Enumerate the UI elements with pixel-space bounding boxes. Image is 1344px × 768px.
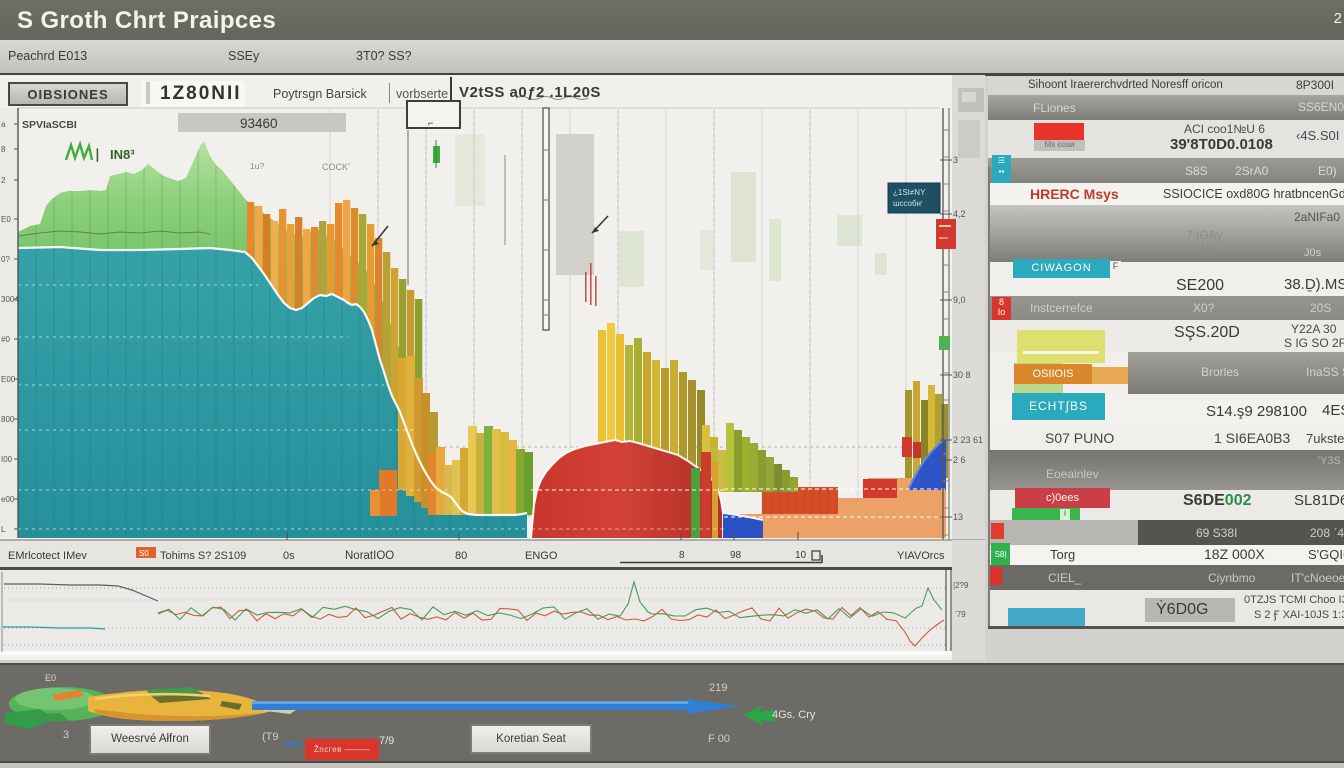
svg-text:#0: #0 (1, 335, 10, 344)
svg-text:E00: E00 (1, 375, 16, 384)
svg-text:I00: I00 (1, 455, 13, 464)
svg-text:SPVIaSCBI: SPVIaSCBI (22, 119, 77, 131)
svg-text:a: a (1, 120, 6, 129)
svg-text:S0: S0 (139, 549, 149, 558)
svg-text:9,0: 9,0 (953, 295, 966, 305)
svg-text:Tohims S? 2S109: Tohims S? 2S109 (160, 550, 246, 562)
svg-text:2 23 61: 2 23 61 (953, 435, 983, 445)
svg-text:0?: 0? (1, 255, 10, 264)
svg-text:e00: e00 (1, 495, 15, 504)
svg-text:13: 13 (953, 512, 963, 522)
svg-text:10: 10 (795, 550, 807, 561)
svg-text:4,2: 4,2 (953, 209, 966, 219)
svg-text:800: 800 (1, 415, 15, 424)
svg-text:шссобнⁱ: шссобнⁱ (893, 199, 922, 208)
svg-text:2: 2 (1, 176, 6, 185)
svg-text:98: 98 (730, 550, 742, 561)
svg-text:’79: ’79 (955, 610, 966, 619)
svg-text:93460: 93460 (240, 116, 278, 131)
svg-text:3: 3 (953, 155, 958, 165)
svg-text:L: L (1, 525, 6, 534)
svg-text:EMrlcotect IMev: EMrlcotect IMev (8, 550, 87, 562)
svg-text:ENGO: ENGO (525, 550, 558, 562)
svg-text:30 8: 30 8 (953, 370, 971, 380)
svg-text:E0: E0 (1, 215, 11, 224)
svg-text:2 6: 2 6 (953, 455, 966, 465)
svg-text:80: 80 (455, 550, 467, 562)
svg-text:COCK’: COCK’ (322, 162, 350, 172)
svg-text:¿1SI≠NY: ¿1SI≠NY (893, 188, 926, 197)
svg-text:0s: 0s (283, 550, 295, 562)
svg-text:YIAVOrcs: YIAVOrcs (897, 550, 945, 562)
svg-text:1u?: 1u? (250, 161, 264, 171)
svg-text:8: 8 (679, 550, 685, 561)
svg-text:8: 8 (1, 145, 6, 154)
svg-text:NoratIOO: NoratIOO (345, 550, 394, 562)
svg-text:3004: 3004 (1, 295, 19, 304)
svg-text:⎸IN8³: ⎸IN8³ (97, 147, 135, 162)
svg-text:|2?9: |2?9 (953, 581, 969, 590)
